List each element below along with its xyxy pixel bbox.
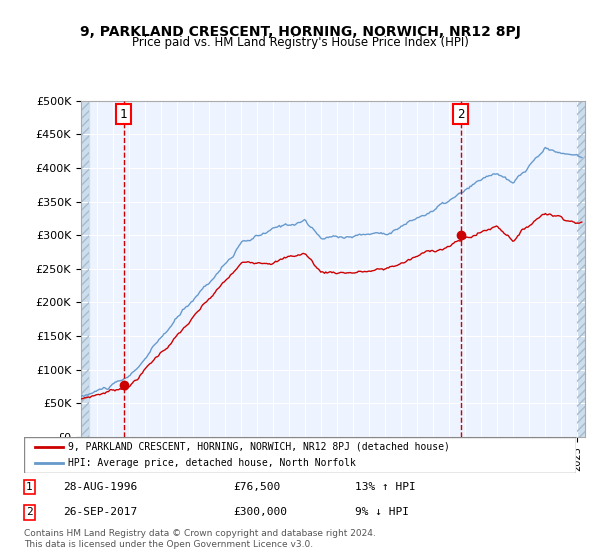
Text: HPI: Average price, detached house, North Norfolk: HPI: Average price, detached house, Nort… bbox=[68, 458, 356, 468]
FancyBboxPatch shape bbox=[24, 437, 576, 473]
Bar bbox=[577, 101, 585, 437]
Text: 2: 2 bbox=[457, 108, 464, 121]
Text: 26-SEP-2017: 26-SEP-2017 bbox=[62, 507, 137, 517]
Text: Price paid vs. HM Land Registry's House Price Index (HPI): Price paid vs. HM Land Registry's House … bbox=[131, 36, 469, 49]
Text: 1: 1 bbox=[120, 108, 127, 121]
Text: 13% ↑ HPI: 13% ↑ HPI bbox=[355, 482, 416, 492]
Text: 9% ↓ HPI: 9% ↓ HPI bbox=[355, 507, 409, 517]
Text: 28-AUG-1996: 28-AUG-1996 bbox=[62, 482, 137, 492]
Bar bbox=[577, 101, 585, 437]
Text: Contains HM Land Registry data © Crown copyright and database right 2024.
This d: Contains HM Land Registry data © Crown c… bbox=[24, 529, 376, 549]
Bar bbox=[81, 101, 89, 437]
Text: £76,500: £76,500 bbox=[234, 482, 281, 492]
Text: 9, PARKLAND CRESCENT, HORNING, NORWICH, NR12 8PJ (detached house): 9, PARKLAND CRESCENT, HORNING, NORWICH, … bbox=[68, 442, 450, 452]
Text: £300,000: £300,000 bbox=[234, 507, 288, 517]
Text: 9, PARKLAND CRESCENT, HORNING, NORWICH, NR12 8PJ: 9, PARKLAND CRESCENT, HORNING, NORWICH, … bbox=[80, 25, 520, 39]
Bar bbox=[81, 101, 89, 437]
Text: 2: 2 bbox=[26, 507, 33, 517]
Text: 1: 1 bbox=[26, 482, 33, 492]
